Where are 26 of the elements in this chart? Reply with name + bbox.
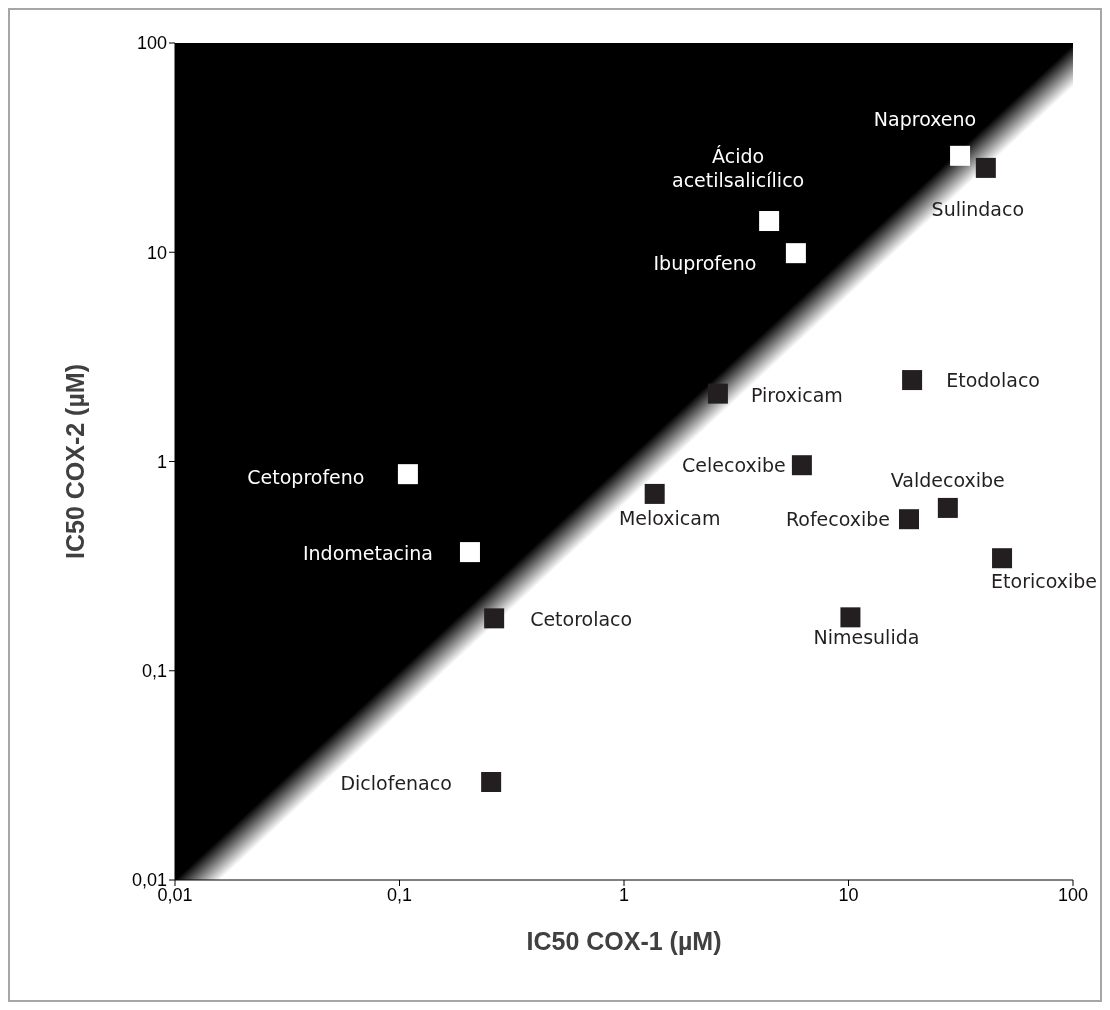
annotation: Celecoxibe: [682, 454, 786, 477]
annotation: Cetorolaco: [530, 608, 633, 631]
annotation: Meloxicam: [618, 506, 721, 529]
x-tick-label: 10: [838, 884, 859, 905]
y-tick-label: 100: [136, 33, 167, 54]
y-tick-label: 10: [146, 242, 167, 263]
x-tick-label: 0,1: [386, 884, 413, 905]
annotation: Nimesulida: [813, 626, 920, 649]
annotation: Rofecoxibe: [785, 508, 891, 531]
annotation: Etodolaco: [946, 369, 1040, 392]
annotation: Sulindaco: [931, 197, 1025, 220]
y-axis-title: IC50 COX-2 (µM): [60, 364, 89, 559]
y-tick-label: 1: [156, 451, 167, 472]
x-axis-title: IC50 COX-1 (µM): [526, 927, 722, 955]
annotation: Cetoprofeno: [247, 466, 365, 489]
annotation: Valdecoxibe: [890, 468, 1005, 491]
annotation: Etoricoxibe: [991, 570, 1098, 593]
x-tick-label: 1: [618, 884, 630, 905]
annotation: Ácido acetilsalicílico: [671, 145, 805, 192]
annotation: Piroxicam: [750, 383, 843, 406]
annotation: Diclofenaco: [340, 772, 452, 794]
x-tick-label: 100: [1057, 884, 1089, 905]
y-tick-label: 0,1: [141, 661, 167, 682]
annotation: Indometacina: [302, 542, 433, 565]
annotation: Naproxeno: [873, 107, 977, 130]
annotation: Ibuprofeno: [653, 252, 757, 275]
